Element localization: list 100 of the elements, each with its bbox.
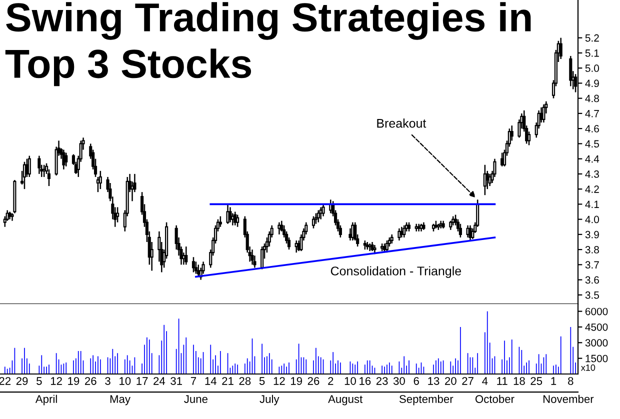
y-tick-label: 3000 [585,339,608,347]
candlestick [184,246,188,266]
candlestick [312,216,316,230]
candlestick [370,241,374,252]
candlestick [449,220,452,231]
candlestick [452,216,455,226]
candlestick [218,216,222,228]
candlestick [402,224,406,238]
x-tick-label: 24 [154,377,166,385]
x-tick-label: 2 [328,377,334,385]
y-tick-label: 4.1 [585,200,599,208]
candlestick [192,256,196,273]
y-tick-label: 4.9 [585,80,599,88]
y-tick-label: 5.0 [585,64,600,72]
x-tick-label: 12 [51,377,62,385]
x-tick-label: 31 [170,377,182,385]
x-tick-label: 26 [308,377,320,385]
candlestick [64,152,68,167]
text: Swing Trading Strategies in Top 3 Stocks [5,2,531,86]
x-tick-label: 3 [105,377,110,385]
y-tick-label: 5.1 [585,50,599,57]
y-tick-label: 5.2 [585,34,599,42]
candlestick [319,206,322,220]
y-tick-label: 4.6 [585,125,599,132]
annotation: Consolidation - Triangle [330,266,462,278]
x-tick-label: 30 [393,377,405,385]
x2-tick-label: April [35,394,57,406]
candlestick [569,55,572,87]
x-tick-label: 12 [274,377,285,385]
x-tick-label: 14 [205,377,216,385]
candlestick [388,236,391,248]
candlestick [98,170,102,190]
x2-tick-label: July [260,394,280,406]
candlestick [42,164,46,178]
candlestick [559,37,562,60]
x-tick-label: 10 [344,377,356,385]
candlestick [483,164,486,196]
y-tick-label: 4.0 [585,216,600,224]
x-tick-label: 4 [482,377,488,385]
y-tick-label: 4.2 [585,186,599,193]
candlestick [194,261,198,274]
y-tick-label: 4.4 [585,155,600,163]
text: x10 [580,364,596,371]
x-tick-label: 19 [291,377,302,385]
x-tick-label: 17 [136,377,148,385]
y-tick-label: 4.3 [585,170,599,178]
y-tick-label: 3.9 [585,230,599,238]
x-tick-label: 19 [68,377,80,385]
x-tick-label: 27 [462,377,474,385]
x-tick-label: 11 [497,377,508,385]
x-tick-label: 18 [514,377,525,385]
candlestick [250,248,254,266]
candlestick [116,206,120,223]
candlestick [385,240,388,254]
candlestick [196,264,200,278]
x-tick-label: 10 [120,377,131,385]
x2-tick-label: May [110,395,130,406]
candlestick [62,149,66,170]
x-tick-label: 5 [259,377,265,385]
y-tick-label: 3.8 [585,246,599,254]
candlestick [316,210,320,223]
x-tick-label: 20 [445,377,456,385]
x-tick-label: 28 [239,377,251,385]
x2-tick-label: June [184,395,208,403]
candlestick [38,155,41,175]
x-tick-label: 25 [530,377,542,385]
x-tick-label: 5 [36,377,42,385]
y-tick-label: 6000 [585,308,608,316]
x-tick-label: 26 [85,377,96,385]
candlestick [226,204,230,224]
candlestick [314,212,318,224]
x-tick-label: 13 [428,377,440,385]
y-tick-label: 1500 [586,354,608,362]
x2-tick-label: November [543,394,594,403]
x-tick-label: 6 [414,377,419,385]
x-tick-label: 21 [222,377,234,385]
y-tick-label: 3.5 [585,291,599,299]
candlestick [322,204,325,217]
y-tick-label: 4500 [585,323,608,331]
x-tick-label: 29 [16,377,28,385]
candlestick [363,240,366,250]
candlestick [236,214,240,228]
candlestick [407,222,411,232]
y-tick-label: 4.5 [585,140,599,148]
y-tick-label: 3.6 [585,276,599,284]
y-tick-label: 3.7 [585,261,599,269]
x2-tick-label: September [399,394,454,406]
x2-tick-label: October [475,394,514,403]
x-tick-label: 23 [376,377,388,385]
x-tick-label: 7 [190,377,196,385]
x-tick-label: 1 [551,377,556,385]
candlestick [398,228,401,242]
x-tick-label: 8 [568,377,574,385]
candlestick [542,104,546,124]
y-tick-label: 4.7 [585,110,599,118]
candlestick [458,223,462,238]
y-tick-label: 4.8 [585,94,599,102]
candlestick [390,234,394,244]
annotation: Breakout [377,118,426,128]
x2-tick-label: August [328,395,363,406]
